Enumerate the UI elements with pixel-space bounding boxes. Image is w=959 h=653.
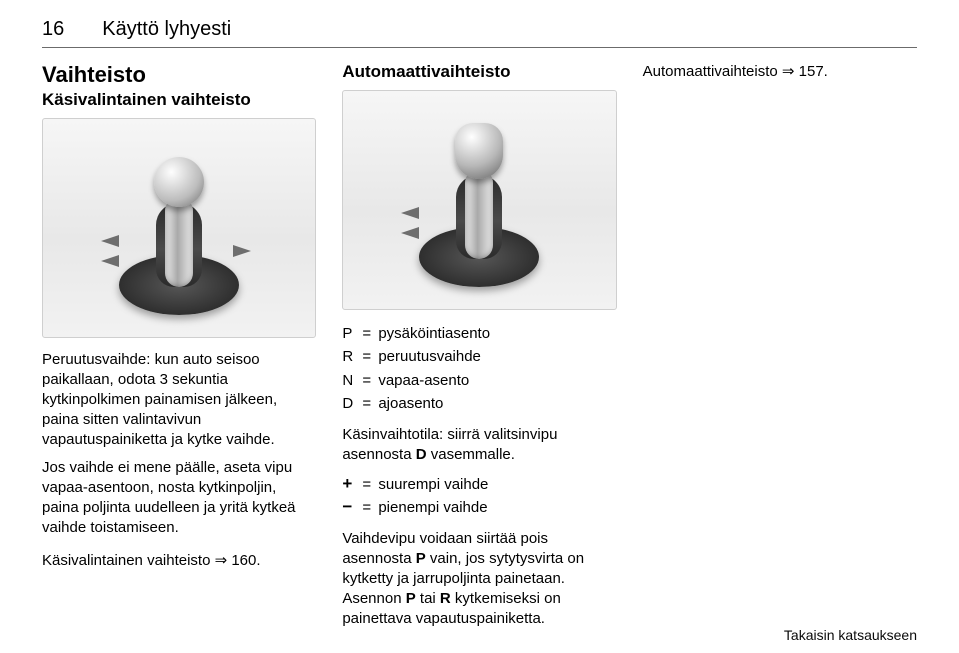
definition-row: R = peruutusvaihde — [342, 345, 616, 368]
definition-key: D — [342, 392, 362, 415]
figure-automatic-transmission — [342, 90, 616, 310]
chapter-title: Käyttö lyhyesti — [102, 18, 231, 41]
definition-value: vapaa-asento — [378, 369, 616, 392]
definition-value: ajoasento — [378, 392, 616, 415]
paragraph: Vaihdevipu voidaan siirtää pois asennost… — [342, 529, 616, 629]
gear-knob-shape — [154, 157, 204, 207]
arrow-indicator-icon — [101, 235, 119, 247]
definition-row: + = suurempi vaihde — [342, 473, 616, 496]
text-run: tai — [416, 590, 440, 607]
equals-sign: = — [362, 345, 378, 368]
arrow-indicator-icon — [401, 227, 419, 239]
bold-letter: D — [416, 446, 427, 463]
definition-value: pysäköintiasento — [378, 322, 616, 345]
definition-key: R — [342, 345, 362, 368]
bold-letter: P — [416, 550, 426, 567]
arrow-indicator-icon — [401, 207, 419, 219]
paragraph: Käsinvaihtotila: siirrä valitsinvipu ase… — [342, 425, 616, 465]
definition-row: D = ajoasento — [342, 392, 616, 415]
definition-row: N = vapaa-asento — [342, 369, 616, 392]
definition-key: N — [342, 369, 362, 392]
equals-sign: = — [362, 392, 378, 415]
column-right: Automaattivaihteisto ⇒ 157. — [643, 62, 917, 633]
equals-sign: = — [362, 473, 378, 496]
equals-sign: = — [362, 322, 378, 345]
equals-sign: = — [362, 369, 378, 392]
subsection-title-automatic: Automaattivaihteisto — [342, 62, 616, 82]
definition-value: pienempi vaihde — [378, 496, 616, 519]
definition-row: − = pienempi vaihde — [342, 496, 616, 519]
definition-value: suurempi vaihde — [378, 473, 616, 496]
cross-reference: Automaattivaihteisto ⇒ 157. — [643, 62, 917, 82]
figure-manual-transmission — [42, 118, 316, 338]
bold-letter: P — [406, 590, 416, 607]
section-title: Vaihteisto — [42, 62, 316, 88]
page-number: 16 — [42, 18, 64, 41]
bold-letter: R — [440, 590, 451, 607]
plus-minus-definitions: + = suurempi vaihde − = pienempi vaihde — [342, 473, 616, 520]
definition-key: P — [342, 322, 362, 345]
column-middle: Automaattivaihteisto P = pysäköintiasent… — [342, 62, 616, 633]
paragraph: Jos vaihde ei mene päälle, aseta vipu va… — [42, 458, 316, 538]
subsection-title-manual: Käsivalintainen vaihteisto — [42, 90, 316, 110]
definition-value: peruutusvaihde — [378, 345, 616, 368]
minus-icon: − — [342, 496, 362, 519]
plus-icon: + — [342, 473, 362, 496]
gear-stick-shape — [165, 197, 193, 287]
gear-stick-shape — [465, 169, 493, 259]
column-left: Vaihteisto Käsivalintainen vaihteisto Pe… — [42, 62, 316, 633]
text-run: vasemmalle. — [427, 446, 515, 463]
definition-row: P = pysäköintiasento — [342, 322, 616, 345]
arrow-indicator-icon — [101, 255, 119, 267]
equals-sign: = — [362, 496, 378, 519]
gear-definitions: P = pysäköintiasento R = peruutusvaihde … — [342, 322, 616, 415]
gear-knob-shape — [455, 123, 503, 179]
header-rule — [42, 47, 917, 48]
cross-reference: Käsivalintainen vaihteisto ⇒ 160. — [42, 551, 316, 571]
arrow-indicator-icon — [233, 245, 251, 257]
paragraph: Peruutusvaihde: kun auto seisoo paikalla… — [42, 350, 316, 450]
footer-back-link[interactable]: Takaisin katsaukseen — [784, 627, 917, 643]
